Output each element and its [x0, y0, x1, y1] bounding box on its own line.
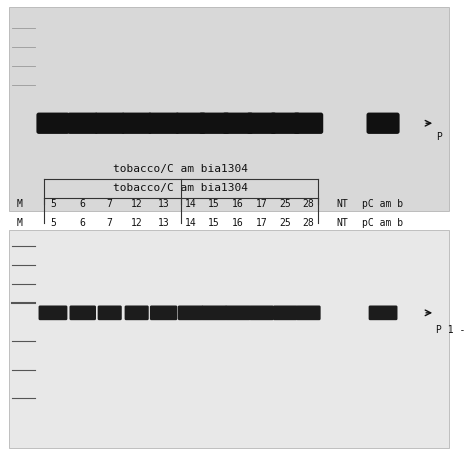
Text: pC am b: pC am b [363, 199, 404, 209]
FancyBboxPatch shape [225, 306, 251, 320]
Text: 17: 17 [255, 218, 267, 228]
FancyBboxPatch shape [249, 306, 274, 320]
FancyBboxPatch shape [273, 306, 298, 320]
FancyBboxPatch shape [178, 306, 203, 320]
Text: 7: 7 [107, 199, 113, 209]
FancyBboxPatch shape [246, 113, 276, 134]
FancyBboxPatch shape [175, 113, 206, 134]
FancyBboxPatch shape [125, 306, 149, 320]
Text: NT: NT [336, 199, 348, 209]
FancyBboxPatch shape [67, 113, 98, 134]
FancyBboxPatch shape [94, 113, 125, 134]
FancyBboxPatch shape [150, 306, 177, 320]
Text: M: M [17, 199, 23, 209]
Text: M: M [17, 218, 23, 228]
Text: 28: 28 [302, 218, 314, 228]
FancyBboxPatch shape [369, 306, 398, 320]
Text: 25: 25 [279, 199, 291, 209]
Text: tobacco/C am bia1304: tobacco/C am bia1304 [113, 164, 248, 174]
Text: 5: 5 [50, 218, 56, 228]
Text: 5: 5 [50, 199, 56, 209]
Text: 15: 15 [209, 218, 220, 228]
Text: 12: 12 [131, 218, 143, 228]
FancyBboxPatch shape [270, 113, 300, 134]
FancyBboxPatch shape [366, 113, 400, 134]
Text: 16: 16 [232, 218, 244, 228]
Bar [9, 230, 449, 448]
FancyBboxPatch shape [296, 306, 320, 320]
FancyBboxPatch shape [199, 113, 229, 134]
Text: pC am b: pC am b [363, 218, 404, 228]
Text: 13: 13 [158, 199, 170, 209]
Text: 6: 6 [80, 218, 86, 228]
Text: 17: 17 [255, 199, 267, 209]
Text: 7: 7 [107, 218, 113, 228]
FancyBboxPatch shape [201, 306, 227, 320]
Bar [9, 7, 449, 211]
FancyBboxPatch shape [222, 113, 253, 134]
Text: 12: 12 [131, 199, 143, 209]
FancyBboxPatch shape [121, 113, 152, 134]
Text: 14: 14 [185, 218, 196, 228]
FancyBboxPatch shape [98, 306, 122, 320]
Text: 16: 16 [232, 199, 244, 209]
Text: NT: NT [336, 218, 348, 228]
Text: 15: 15 [209, 199, 220, 209]
Text: 13: 13 [158, 218, 170, 228]
Text: 28: 28 [302, 199, 314, 209]
FancyBboxPatch shape [38, 306, 67, 320]
FancyBboxPatch shape [148, 113, 180, 134]
FancyBboxPatch shape [293, 113, 323, 134]
Text: P 1 -: P 1 - [437, 325, 466, 335]
Text: 14: 14 [185, 199, 196, 209]
FancyBboxPatch shape [36, 113, 70, 134]
Text: P: P [437, 132, 442, 142]
FancyBboxPatch shape [70, 306, 96, 320]
Text: 6: 6 [80, 199, 86, 209]
Text: 25: 25 [279, 218, 291, 228]
Text: tobacco/C am bia1304: tobacco/C am bia1304 [113, 183, 248, 193]
